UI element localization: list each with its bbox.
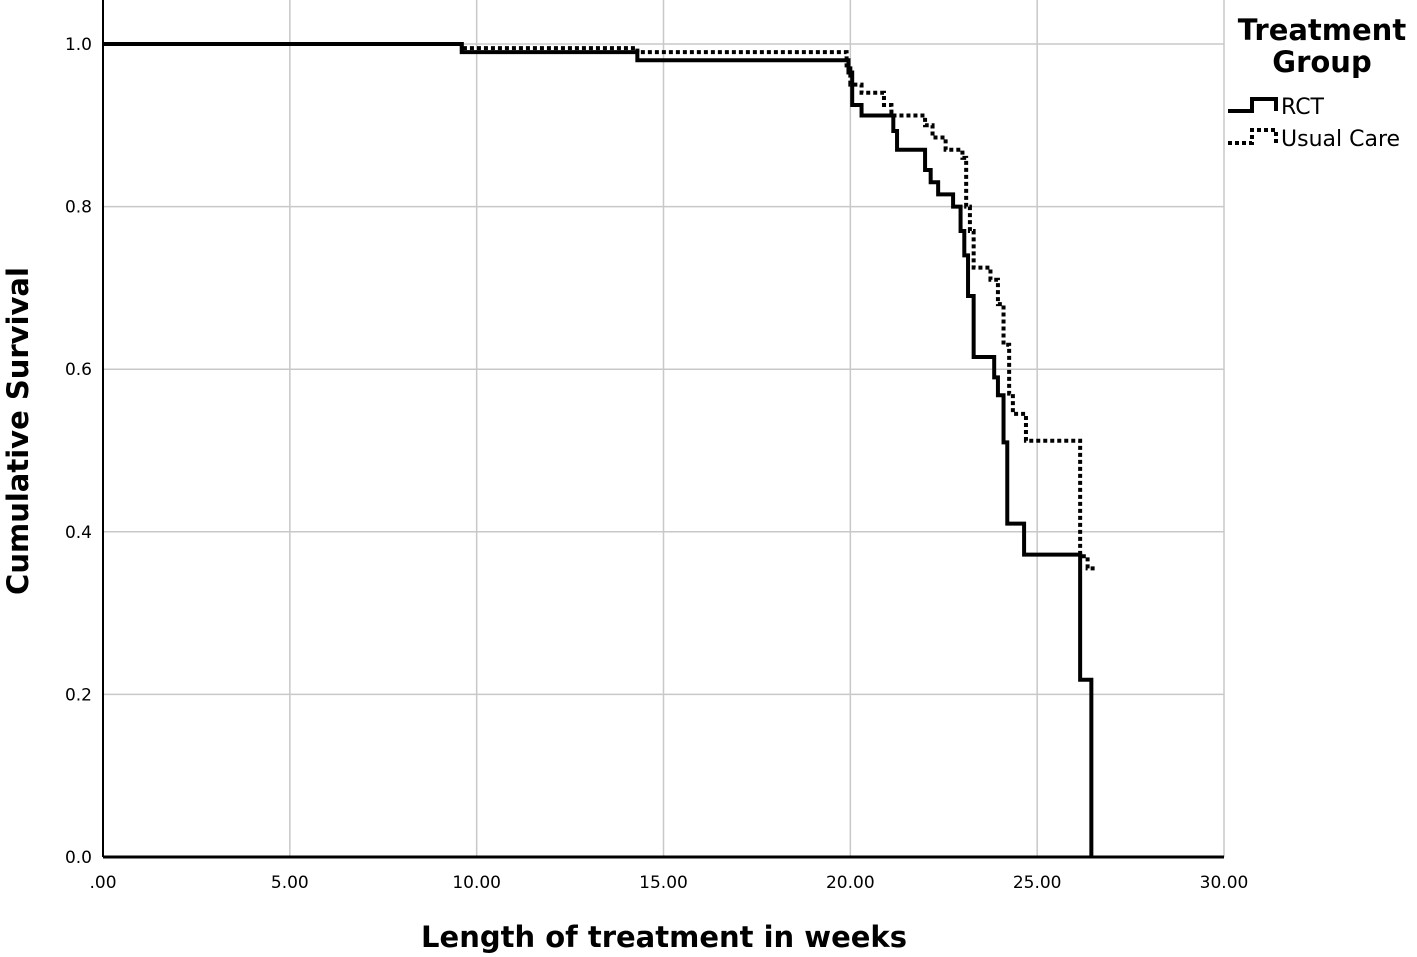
legend-label-usual-care: Usual Care — [1281, 127, 1400, 152]
x-tick-label: 25.00 — [1013, 873, 1062, 893]
y-tick-label: 1.0 — [65, 35, 92, 55]
legend-title-line-2: Group — [1272, 45, 1371, 79]
series-line-rct — [103, 42, 1094, 857]
y-tick-label: 0.4 — [65, 523, 92, 543]
legend-title-line-1: Treatment — [1238, 13, 1407, 47]
y-tick-label: 0.0 — [65, 848, 92, 868]
legend-label-rct: RCT — [1281, 95, 1325, 120]
y-axis-title: Cumulative Survival — [1, 267, 35, 595]
y-tick-label: 0.6 — [65, 360, 92, 380]
tick-labels: .00 5.00 10.00 15.00 20.00 25.00 30.00 0.0 0.2 0.… — [65, 35, 1248, 893]
axes — [102, 0, 1224, 859]
series-line-usual-care — [103, 42, 1096, 571]
x-tick-label: 20.00 — [826, 873, 875, 893]
x-tick-label: 10.00 — [452, 873, 501, 893]
x-tick-label: 5.00 — [271, 873, 309, 893]
series-layer — [103, 42, 1096, 857]
legend-swatch-rct — [1228, 97, 1278, 113]
x-tick-label: .00 — [89, 873, 116, 893]
y-tick-label: 0.2 — [65, 685, 92, 705]
legend-swatch-usual-care — [1228, 128, 1278, 145]
x-tick-label: 15.00 — [639, 873, 688, 893]
x-axis-title: Length of treatment in weeks — [421, 920, 907, 954]
y-tick-label: 0.8 — [65, 198, 92, 218]
legend: Treatment Group RCT Usual Care — [1228, 13, 1406, 152]
x-tick-label: 30.00 — [1200, 873, 1249, 893]
grid-lines — [103, 0, 1225, 857]
